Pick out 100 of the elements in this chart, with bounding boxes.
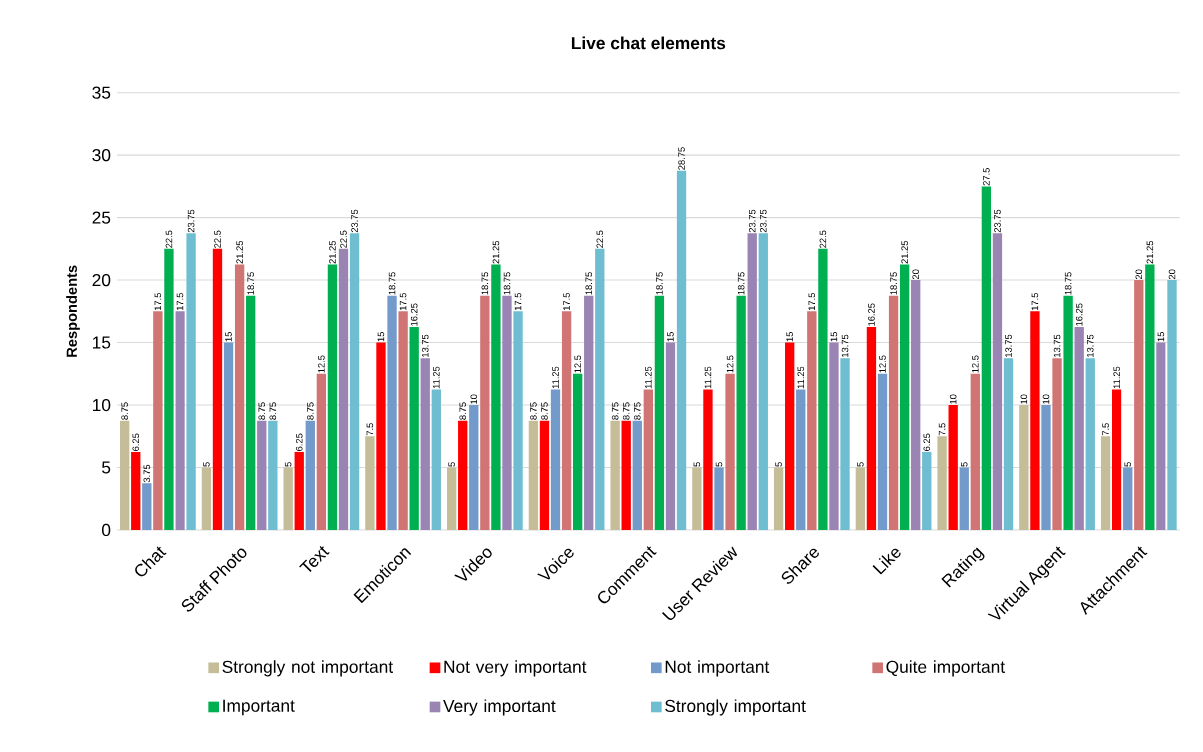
data-label: 8.75 — [633, 402, 641, 420]
data-label: 15 — [786, 332, 793, 342]
bar — [1074, 326, 1084, 530]
bar — [153, 311, 163, 530]
bar — [736, 295, 746, 530]
bar — [714, 467, 724, 530]
bar — [365, 436, 375, 530]
bar — [785, 342, 795, 530]
data-label: 17.5 — [563, 293, 570, 311]
data-label: 18.75 — [585, 272, 593, 295]
data-label: 21.25 — [901, 240, 908, 264]
bar — [349, 233, 360, 530]
data-label: 13.75 — [1086, 334, 1094, 357]
data-label: 17.5 — [808, 293, 816, 311]
data-label: 22.5 — [819, 230, 827, 248]
data-label: 17.5 — [514, 293, 522, 311]
bar — [937, 436, 947, 530]
data-label: 5 — [1124, 462, 1131, 467]
legend-label: Very important — [443, 699, 556, 716]
data-label: 11.25 — [1113, 366, 1120, 389]
data-label: 11.25 — [552, 366, 559, 389]
bar — [981, 186, 992, 530]
x-tick-label: Text — [299, 546, 330, 572]
data-label: 20 — [912, 269, 919, 280]
bar — [948, 405, 958, 530]
bar — [959, 467, 969, 530]
x-tick-label: Like — [872, 548, 901, 575]
y-axis-title: Respondents — [66, 265, 80, 357]
legend-label: Strongly important — [665, 699, 806, 716]
data-label: 8.75 — [307, 402, 314, 420]
data-label: 20 — [1135, 269, 1143, 280]
bar — [387, 295, 397, 530]
legend-label: Important — [223, 699, 295, 716]
bar — [458, 420, 468, 530]
bar — [212, 248, 223, 530]
data-label: 5 — [960, 462, 968, 467]
bar — [561, 311, 572, 530]
bar — [469, 405, 479, 530]
data-label: 8.75 — [269, 402, 277, 420]
data-label: 15 — [225, 332, 232, 342]
data-label: 11.25 — [433, 366, 440, 389]
bar — [338, 248, 349, 530]
data-label: 23.75 — [759, 209, 767, 233]
bar — [654, 295, 665, 530]
data-label: 12.5 — [574, 355, 581, 373]
bar — [1100, 436, 1111, 530]
bar — [234, 264, 245, 530]
y-tick-label: 30 — [92, 149, 111, 162]
data-label: 28.75 — [678, 147, 685, 170]
y-tick-label: 0 — [101, 523, 111, 537]
bar — [584, 295, 594, 530]
data-label: 16.25 — [410, 303, 418, 326]
data-label: 22.5 — [214, 230, 221, 248]
data-label: 21.25 — [492, 240, 500, 264]
data-label: 7.5 — [366, 423, 374, 436]
data-label: 5 — [203, 462, 210, 467]
data-label: 15 — [377, 332, 385, 342]
y-tick-label: 10 — [93, 398, 111, 412]
data-label: 10 — [1042, 394, 1050, 404]
data-label: 7.5 — [938, 423, 946, 436]
bar — [223, 342, 234, 530]
bar — [305, 420, 315, 530]
bar — [376, 342, 386, 530]
data-label: 5 — [857, 462, 864, 467]
y-tick-label: 5 — [102, 461, 111, 474]
bar — [1111, 389, 1122, 530]
bar — [758, 233, 768, 530]
bar — [131, 451, 141, 530]
bar — [796, 389, 806, 530]
data-label: 17.5 — [399, 293, 407, 311]
data-label: 12.5 — [318, 355, 325, 373]
data-label: 18.75 — [737, 272, 745, 295]
data-label: 18.75 — [1064, 272, 1072, 295]
bar — [164, 248, 174, 530]
chart-title: Live chat elements — [571, 36, 726, 50]
bar — [1123, 467, 1133, 530]
data-label: 7.5 — [1102, 423, 1109, 436]
bar — [922, 451, 932, 530]
data-label: 21.25 — [329, 240, 336, 264]
legend-label: Not very important — [444, 660, 587, 677]
bar — [818, 248, 828, 530]
bar — [528, 420, 539, 530]
data-label: 5 — [693, 462, 701, 467]
data-label: 3.75 — [143, 464, 151, 483]
bar — [747, 233, 757, 530]
data-label: 23.75 — [994, 209, 1001, 233]
bar — [1085, 358, 1095, 530]
bar — [1003, 358, 1014, 530]
data-label: 18.75 — [656, 272, 663, 295]
data-label: 10 — [949, 394, 957, 404]
data-label: 13.75 — [1053, 334, 1061, 357]
bar — [1041, 405, 1051, 530]
data-label: 8.75 — [611, 402, 619, 420]
data-label: 18.75 — [247, 272, 254, 295]
legend-label: Quite important — [886, 660, 1005, 677]
data-label: 8.75 — [530, 402, 537, 420]
bar — [888, 295, 899, 530]
data-label: 5 — [284, 462, 292, 467]
bar — [398, 311, 408, 530]
y-tick-label: 20 — [92, 273, 111, 287]
